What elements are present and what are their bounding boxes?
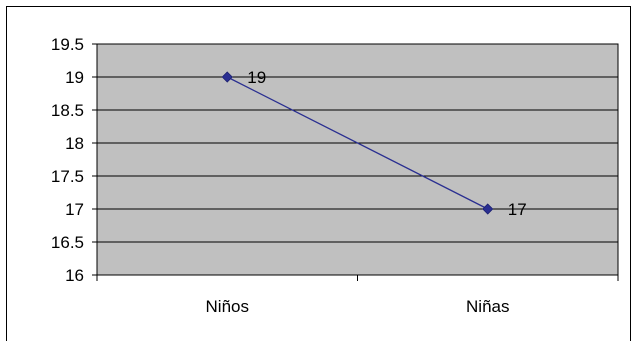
x-tick-label: Niños xyxy=(206,297,249,316)
y-tick-label: 18.5 xyxy=(51,101,84,120)
data-label: 17 xyxy=(508,200,527,219)
y-tick-label: 17 xyxy=(65,200,84,219)
labels-layer: 16 16.5 17 17.5 18 18.5 19 19.5 Niños Niñas 19 17 xyxy=(51,35,527,316)
y-tick-label: 19.5 xyxy=(51,35,84,54)
data-point xyxy=(221,71,233,83)
plot-area xyxy=(96,43,619,276)
series-layer xyxy=(221,71,494,215)
y-tick-label: 19 xyxy=(65,68,84,87)
y-tick-label: 18 xyxy=(65,134,84,153)
series-line xyxy=(226,76,489,210)
y-tick-label: 16 xyxy=(65,266,84,285)
gridlines xyxy=(97,76,618,243)
y-tick-label: 16.5 xyxy=(51,233,84,252)
axes xyxy=(92,43,619,281)
data-label: 19 xyxy=(247,68,266,87)
data-point xyxy=(482,203,494,215)
y-tick-label: 17.5 xyxy=(51,167,84,186)
x-tick-label: Niñas xyxy=(466,297,509,316)
